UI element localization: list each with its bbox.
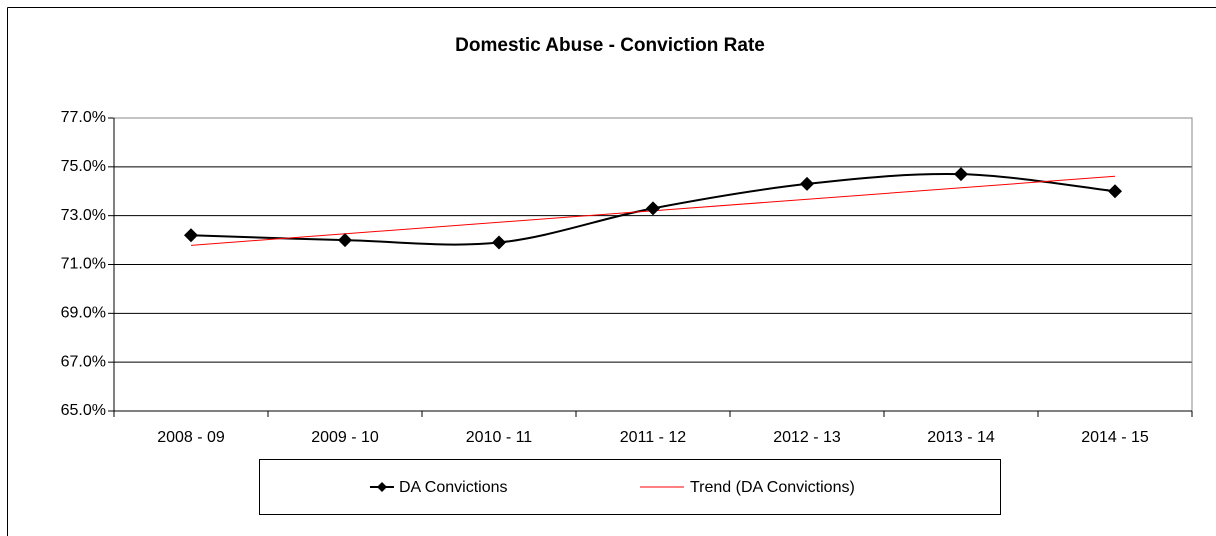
data-point <box>338 233 352 248</box>
y-tick-label: 65.0% <box>61 402 106 419</box>
legend-marker <box>377 482 387 492</box>
chart-title: Domestic Abuse - Conviction Rate <box>455 35 765 56</box>
y-tick-label: 69.0% <box>61 305 106 322</box>
y-tick-label: 77.0% <box>61 109 106 126</box>
data-point <box>800 176 814 191</box>
x-tick-label: 2013 - 14 <box>927 429 995 446</box>
x-tick-label: 2014 - 15 <box>1081 429 1149 446</box>
y-tick-label: 73.0% <box>61 207 106 224</box>
x-tick-label: 2009 - 10 <box>311 429 379 446</box>
data-point <box>646 201 660 216</box>
data-point <box>954 167 968 182</box>
data-point <box>1108 184 1122 199</box>
legend-label: Trend (DA Convictions) <box>690 479 855 496</box>
x-tick-label: 2011 - 12 <box>620 429 687 446</box>
x-tick-label: 2010 - 11 <box>466 429 533 446</box>
x-tick-label: 2012 - 13 <box>773 429 841 446</box>
y-tick-label: 71.0% <box>61 256 106 273</box>
data-point <box>184 228 198 243</box>
y-tick-label: 67.0% <box>61 353 106 370</box>
legend-label: DA Convictions <box>399 479 508 496</box>
y-tick-label: 75.0% <box>61 158 106 175</box>
data-point <box>492 235 506 250</box>
x-tick-label: 2008 - 09 <box>157 429 225 446</box>
